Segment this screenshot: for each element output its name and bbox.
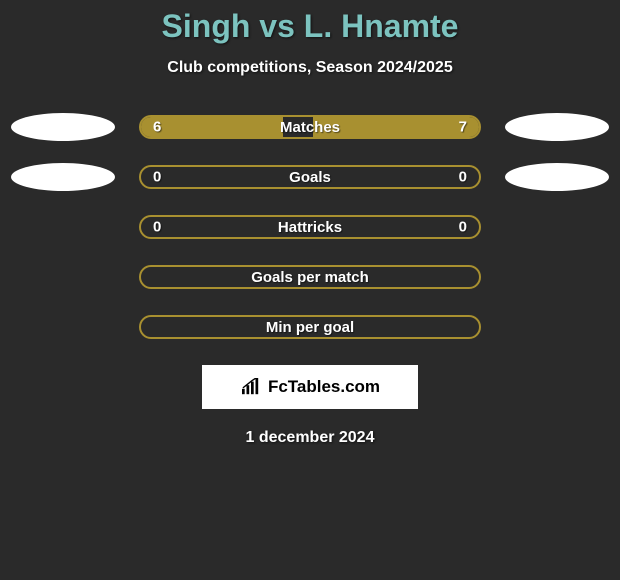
stat-row: 0 Goals 0 (0, 163, 620, 191)
stat-row: Min per goal (0, 313, 620, 341)
player-right-spacer (505, 263, 609, 291)
stat-bar: 6 Matches 7 (139, 115, 481, 139)
stat-label: Goals (289, 169, 331, 186)
stat-value-left: 0 (153, 169, 161, 186)
stat-bar: 0 Hattricks 0 (139, 215, 481, 239)
stat-value-right: 0 (459, 219, 467, 236)
player-left-spacer (11, 263, 115, 291)
player-right-spacer (505, 313, 609, 341)
page-subtitle: Club competitions, Season 2024/2025 (0, 59, 620, 77)
stat-value-right: 7 (459, 119, 467, 136)
brand-text: FcTables.com (268, 377, 380, 397)
player-right-spacer (505, 213, 609, 241)
stat-row: 6 Matches 7 (0, 113, 620, 141)
player-right-oval (505, 163, 609, 191)
stat-label: Hattricks (278, 219, 342, 236)
date-text: 1 december 2024 (0, 429, 620, 447)
stat-label: Min per goal (266, 319, 354, 336)
comparison-card: Singh vs L. Hnamte Club competitions, Se… (0, 0, 620, 447)
stat-fill-left (141, 117, 283, 137)
stat-value-right: 0 (459, 169, 467, 186)
stat-label: Matches (280, 119, 340, 136)
stat-label: Goals per match (251, 269, 369, 286)
stat-row: Goals per match (0, 263, 620, 291)
brand-badge[interactable]: FcTables.com (202, 365, 418, 409)
stat-bar: Min per goal (139, 315, 481, 339)
stat-value-left: 6 (153, 119, 161, 136)
player-left-spacer (11, 313, 115, 341)
player-left-spacer (11, 213, 115, 241)
page-title: Singh vs L. Hnamte (0, 8, 620, 45)
stat-value-left: 0 (153, 219, 161, 236)
stats-rows: 6 Matches 7 0 Goals 0 0 Hattricks 0 Goals per mat… (0, 113, 620, 341)
stat-row: 0 Hattricks 0 (0, 213, 620, 241)
player-right-oval (505, 113, 609, 141)
stat-bar: 0 Goals 0 (139, 165, 481, 189)
chart-icon (240, 378, 262, 396)
player-left-oval (11, 163, 115, 191)
stat-bar: Goals per match (139, 265, 481, 289)
player-left-oval (11, 113, 115, 141)
